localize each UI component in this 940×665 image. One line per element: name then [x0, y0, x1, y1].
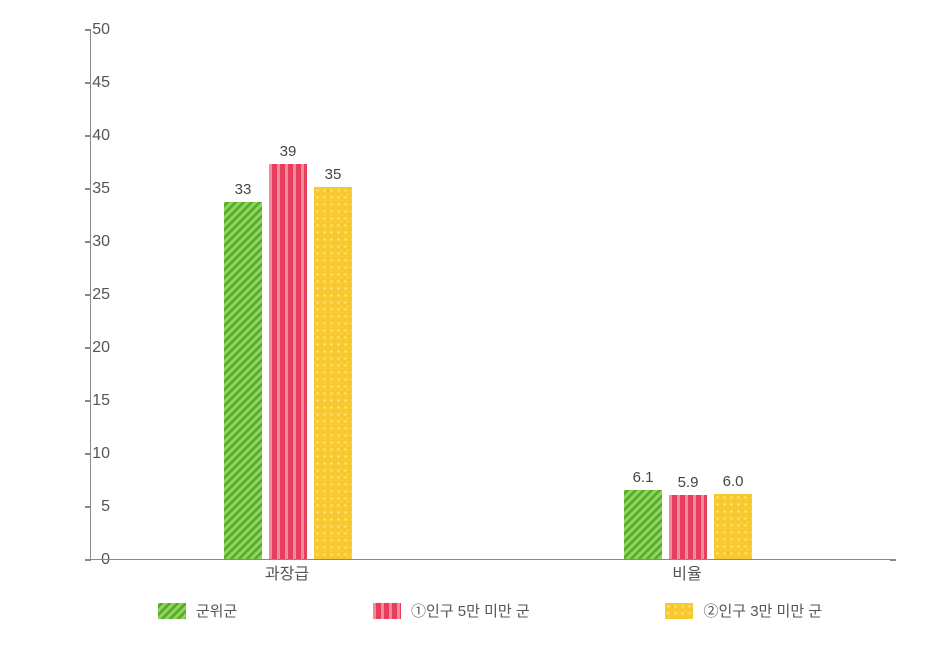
y-tick	[85, 453, 91, 455]
legend-item-0: 군위군	[158, 600, 237, 621]
x-axis-label: 비율	[672, 560, 701, 584]
legend: 군위군 ①인구 5만 미만 군	[90, 600, 890, 621]
legend-label: 군위군	[196, 600, 237, 621]
bar-s1-c0: 39	[269, 164, 307, 559]
chart-container: 50 45 40 35 30 25 20 15 10 5 0	[40, 20, 920, 620]
legend-swatch-2	[665, 603, 693, 619]
legend-label: ①인구 5만 미만 군	[411, 600, 530, 621]
y-tick	[85, 188, 91, 190]
bar-s2-c0: 35	[314, 187, 352, 559]
x-axis-end-tick	[890, 559, 896, 561]
y-tick	[85, 347, 91, 349]
plot-area: 33 39	[90, 30, 890, 560]
y-tick	[85, 506, 91, 508]
bar-value-label: 33	[235, 181, 252, 198]
y-tick	[85, 241, 91, 243]
bar-value-label: 5.9	[678, 474, 699, 491]
y-tick	[85, 559, 91, 561]
x-axis-label: 과장급	[265, 560, 309, 584]
legend-item-2: ②인구 3만 미만 군	[665, 600, 822, 621]
bar-value-label: 39	[280, 143, 297, 160]
bar-s1-c1: 5.9	[669, 495, 707, 559]
bar-value-label: 6.1	[633, 469, 654, 486]
y-tick	[85, 135, 91, 137]
y-tick	[85, 294, 91, 296]
bar-value-label: 6.0	[723, 473, 744, 490]
legend-swatch-0	[158, 603, 186, 619]
bar-s0-c0: 33	[224, 202, 262, 559]
legend-label: ②인구 3만 미만 군	[703, 600, 822, 621]
y-tick	[85, 400, 91, 402]
bar-s2-c1: 6.0	[714, 494, 752, 559]
bar-value-label: 35	[325, 166, 342, 183]
legend-item-1: ①인구 5만 미만 군	[373, 600, 530, 621]
legend-swatch-1	[373, 603, 401, 619]
bar-s0-c1: 6.1	[624, 490, 662, 559]
y-tick	[85, 29, 91, 31]
y-tick	[85, 82, 91, 84]
